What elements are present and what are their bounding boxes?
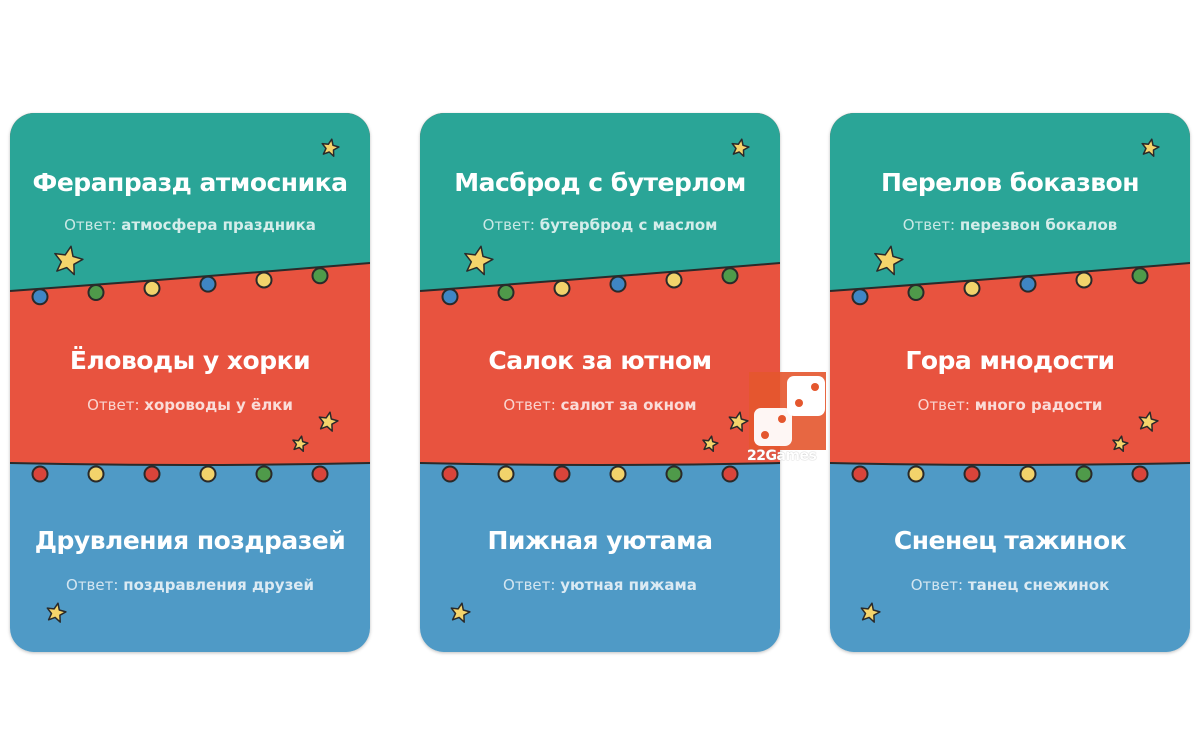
answer-value: перезвон бокалов [959, 216, 1118, 234]
garland-light [907, 284, 925, 302]
answer-value: салют за окном [560, 396, 697, 414]
riddle-title: Ферапразд атмосника [32, 168, 348, 197]
riddle-title: Ёловоды у хорки [69, 346, 311, 375]
answer: Ответ: уютная пижама [420, 576, 780, 594]
star-icon [54, 245, 84, 276]
garland-light [441, 465, 459, 483]
card: Перелов боказвон Ответ: перезвон бокалов Г… [830, 113, 1190, 652]
star-icon [1138, 411, 1159, 432]
garland-light [87, 284, 105, 302]
riddle-title: Масброд с бутерлом [454, 168, 746, 197]
garland-light [665, 271, 683, 289]
star-icon [731, 138, 750, 157]
star-icon [321, 138, 340, 157]
star-icon [874, 245, 904, 276]
garland-light [553, 279, 571, 297]
card: Масброд с бутерлом Ответ: бутерброд с мас… [420, 113, 780, 652]
answer-value: атмосфера праздника [121, 216, 316, 234]
garland-light [1131, 465, 1149, 483]
answer-label: Ответ: [87, 396, 140, 414]
answer-value: танец снежинок [967, 576, 1110, 594]
answer-value: поздравления друзей [123, 576, 314, 594]
garland-light [87, 465, 105, 483]
dice-icon [749, 372, 826, 450]
answer-label: Ответ: [64, 216, 117, 234]
garland-light [609, 275, 627, 293]
answer-label: Ответ: [482, 216, 535, 234]
garland-light [963, 279, 981, 297]
card-background [830, 113, 1190, 652]
answer: Ответ: много радости [830, 396, 1190, 414]
star-icon [46, 602, 67, 623]
garland-light [963, 465, 981, 483]
riddle-title: Друвления поздразей [34, 526, 346, 555]
star-icon [1141, 138, 1160, 157]
answer: Ответ: бутерброд с маслом [420, 216, 780, 234]
star-icon [318, 411, 339, 432]
answer: Ответ: поздравления друзей [10, 576, 370, 594]
garland-light [441, 288, 459, 306]
star-icon [702, 435, 719, 453]
garland-light [665, 465, 683, 483]
card-background [420, 113, 780, 652]
garland-light [1019, 465, 1037, 483]
answer-label: Ответ: [66, 576, 119, 594]
star-icon [450, 602, 471, 623]
garland-light [311, 267, 329, 285]
garland-light [1075, 271, 1093, 289]
riddle-title: Сненец тажинок [893, 526, 1127, 555]
garland-light [497, 465, 515, 483]
garland-light [199, 275, 217, 293]
garland-light [143, 279, 161, 297]
star-icon [292, 435, 309, 453]
star-icon [728, 411, 749, 432]
garland-light [907, 465, 925, 483]
garland-light [851, 288, 869, 306]
card: Ферапразд атмосника Ответ: атмосфера праз… [10, 113, 370, 652]
star-icon [860, 602, 881, 623]
garland-light [1131, 267, 1149, 285]
logo-text: 22Games [747, 448, 817, 464]
answer-value: хороводы у ёлки [144, 396, 293, 414]
answer-label: Ответ: [910, 576, 964, 594]
answer-label: Ответ: [503, 396, 556, 414]
answer-value: уютная пижама [560, 576, 697, 594]
answer-label: Ответ: [917, 396, 970, 414]
garland-light [609, 465, 627, 483]
card-background [10, 113, 370, 652]
answer: Ответ: салют за окном [420, 396, 780, 414]
garland-light [143, 465, 161, 483]
riddle-title: Пижная уютама [487, 526, 713, 555]
garland-light [553, 465, 571, 483]
garland-light [851, 465, 869, 483]
riddle-title: Гора мнодости [905, 346, 1115, 375]
garland-light [1075, 465, 1093, 483]
answer: Ответ: хороводы у ёлки [10, 396, 370, 414]
answer: Ответ: танец снежинок [830, 576, 1190, 594]
riddle-title: Перелов боказвон [880, 168, 1140, 197]
star-icon [1112, 435, 1129, 453]
garland-light [199, 465, 217, 483]
garland-light [31, 465, 49, 483]
answer: Ответ: атмосфера праздника [10, 216, 370, 234]
star-icon [464, 245, 494, 276]
garland-light [721, 267, 739, 285]
garland-light [255, 465, 273, 483]
garland-light [721, 465, 739, 483]
answer-value: много радости [974, 396, 1103, 414]
garland-light [311, 465, 329, 483]
answer-label: Ответ: [902, 216, 956, 234]
garland-light [31, 288, 49, 306]
riddle-title: Салок за ютном [488, 346, 712, 375]
answer: Ответ: перезвон бокалов [830, 216, 1190, 234]
answer-value: бутерброд с маслом [539, 216, 718, 234]
answer-label: Ответ: [503, 576, 556, 594]
garland-light [497, 284, 515, 302]
garland-light [1019, 275, 1037, 293]
garland-light [255, 271, 273, 289]
